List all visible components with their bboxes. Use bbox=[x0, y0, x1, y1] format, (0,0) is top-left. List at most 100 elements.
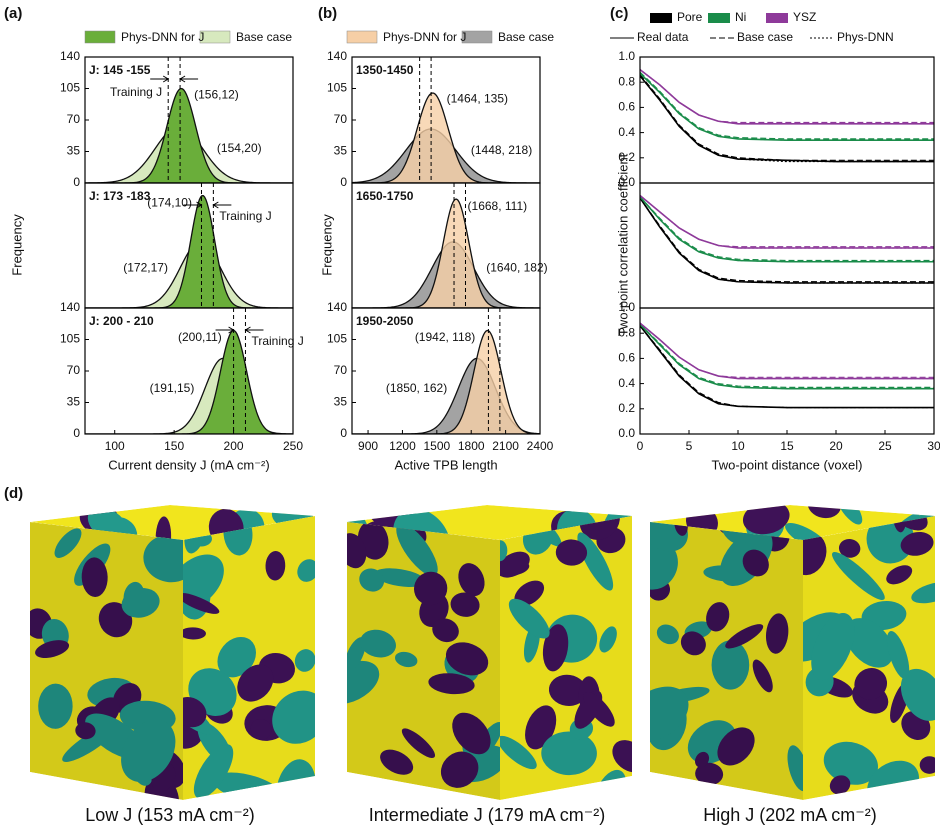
y-tick-label: 35 bbox=[334, 144, 348, 158]
stat-annotation: (1640, 182) bbox=[486, 261, 547, 275]
face-shade bbox=[183, 516, 315, 800]
legend-swatch bbox=[200, 31, 230, 43]
arrow bbox=[216, 327, 264, 333]
subplot-label: J: 173 -183 bbox=[89, 189, 151, 203]
face-shade bbox=[347, 522, 500, 800]
y-tick-label: 0 bbox=[340, 426, 347, 440]
training-label: Training J bbox=[251, 334, 303, 348]
panel-label: (a) bbox=[4, 5, 22, 22]
x-tick-label: 30 bbox=[927, 439, 940, 453]
subplot-label: 1650-1750 bbox=[356, 189, 414, 203]
distribution-curve bbox=[352, 93, 540, 183]
y-tick-label: 0 bbox=[73, 426, 80, 440]
y-axis-title: Frequency bbox=[319, 214, 334, 276]
correlation-line bbox=[640, 70, 934, 123]
correlation-line bbox=[640, 197, 934, 261]
y-tick-label: 140 bbox=[60, 300, 80, 314]
stat-annotation: (154,20) bbox=[217, 141, 262, 155]
face-shade bbox=[650, 522, 803, 800]
legend-swatch bbox=[766, 13, 788, 23]
subplot-label: J: 145 -155 bbox=[89, 63, 151, 77]
y-tick-label: 105 bbox=[327, 332, 347, 346]
y-tick-label: 35 bbox=[67, 395, 81, 409]
distribution-curve bbox=[352, 199, 540, 308]
x-tick-label: 2100 bbox=[492, 439, 519, 453]
cube-caption: High J (202 mA cm⁻²) bbox=[703, 805, 877, 825]
plot-area bbox=[640, 196, 934, 284]
stat-annotation: (1464, 135) bbox=[447, 91, 508, 105]
legend-label: Base case bbox=[236, 30, 292, 44]
stat-annotation: (174,10) bbox=[147, 196, 192, 210]
arrow bbox=[150, 76, 198, 82]
correlation-line bbox=[640, 196, 934, 249]
correlation-line bbox=[640, 196, 934, 249]
y-tick-label: 0 bbox=[73, 175, 80, 189]
panel-label: (c) bbox=[610, 5, 628, 22]
y-tick-label: 140 bbox=[327, 49, 347, 63]
plot-area bbox=[352, 199, 540, 308]
legend-label: Base case bbox=[737, 30, 793, 44]
legend-label: Pore bbox=[677, 10, 703, 24]
distribution-curve bbox=[85, 89, 293, 183]
y-tick-label: 105 bbox=[327, 81, 347, 95]
legend-label: Phys-DNN for J bbox=[383, 30, 466, 44]
y-tick-label: 105 bbox=[60, 332, 80, 346]
plot-area bbox=[352, 93, 540, 183]
stat-annotation: (172,17) bbox=[123, 261, 168, 275]
subplot-label: 1350-1450 bbox=[356, 63, 414, 77]
y-tick-label: 70 bbox=[67, 112, 81, 126]
y-tick-label: 0 bbox=[340, 175, 347, 189]
x-tick-label: 15 bbox=[780, 439, 794, 453]
stat-annotation: (156,12) bbox=[194, 87, 239, 101]
stat-annotation: (1850, 162) bbox=[386, 381, 447, 395]
cube-face bbox=[614, 496, 813, 800]
y-tick-label: 105 bbox=[60, 81, 80, 95]
correlation-line bbox=[640, 197, 934, 262]
legend-label: Phys-DNN bbox=[837, 30, 894, 44]
x-tick-label: 900 bbox=[358, 439, 378, 453]
correlation-line bbox=[640, 323, 934, 377]
x-tick-label: 25 bbox=[878, 439, 892, 453]
figure: 0 35 70 105 140 (a) J: 145 -155 (154,20) Base ca… bbox=[0, 0, 940, 832]
correlation-line bbox=[640, 70, 934, 124]
face-shade bbox=[803, 516, 935, 800]
x-axis-title: Two-point distance (voxel) bbox=[711, 457, 862, 472]
y-axis-title: Frequency bbox=[9, 214, 24, 276]
stat-annotation: (1668, 111) bbox=[468, 199, 528, 213]
stat-annotation: (200,11) bbox=[178, 330, 222, 344]
plot-frame bbox=[640, 308, 934, 434]
plot-area bbox=[640, 323, 934, 407]
x-tick-label: 1500 bbox=[423, 439, 450, 453]
cube-caption: Intermediate J (179 mA cm⁻²) bbox=[369, 805, 606, 825]
y-tick-label: 0.6 bbox=[618, 100, 635, 114]
plot-frame bbox=[640, 183, 934, 308]
x-tick-label: 20 bbox=[829, 439, 843, 453]
panel-label: (d) bbox=[4, 485, 23, 502]
x-tick-label: 0 bbox=[637, 439, 644, 453]
x-tick-label: 100 bbox=[105, 439, 125, 453]
correlation-line bbox=[640, 326, 934, 408]
x-axis-title: Current density J (mA cm⁻²) bbox=[108, 457, 269, 472]
x-tick-label: 1800 bbox=[458, 439, 485, 453]
legend-swatch bbox=[462, 31, 492, 43]
plot-area bbox=[640, 70, 934, 162]
correlation-line bbox=[640, 323, 934, 378]
y-tick-label: 35 bbox=[334, 395, 348, 409]
correlation-line bbox=[640, 76, 934, 162]
y-tick-label: 70 bbox=[334, 112, 348, 126]
panel-label: (b) bbox=[318, 5, 337, 22]
y-tick-label: 0.6 bbox=[618, 351, 635, 365]
legend-swatch bbox=[347, 31, 377, 43]
y-tick-label: 0.2 bbox=[618, 401, 635, 415]
x-tick-label: 10 bbox=[731, 439, 745, 453]
cube-face bbox=[315, 512, 513, 800]
cube-face bbox=[22, 517, 201, 825]
correlation-line bbox=[640, 326, 934, 408]
correlation-line bbox=[640, 198, 934, 283]
subplot-label: J: 200 - 210 bbox=[89, 314, 154, 328]
correlation-line bbox=[640, 197, 934, 262]
plot-frame bbox=[640, 57, 934, 183]
y-tick-label: 0.4 bbox=[618, 376, 635, 390]
y-tick-label: 35 bbox=[67, 144, 81, 158]
y-tick-label: 70 bbox=[334, 363, 348, 377]
